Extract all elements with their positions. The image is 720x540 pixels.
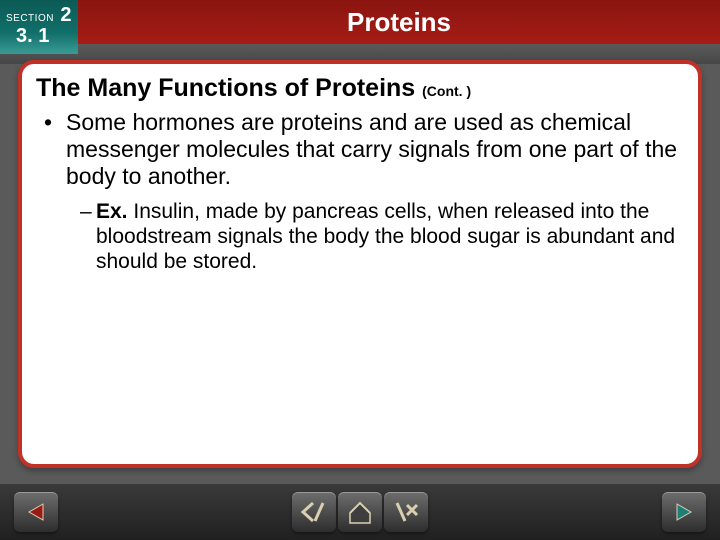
example-text: Insulin, made by pancreas cells, when re… — [96, 200, 675, 273]
prev-button[interactable] — [14, 492, 58, 532]
sub-bullet-marker: – — [80, 200, 96, 274]
arrow-right-icon — [671, 500, 697, 524]
slide-header: SECTION 2 3. 1 Proteins — [0, 0, 720, 54]
content-card: The Many Functions of Proteins (Cont. ) … — [18, 60, 702, 468]
close-button[interactable] — [384, 492, 428, 532]
section-tab: SECTION 2 3. 1 — [0, 0, 78, 54]
content-heading: The Many Functions of Proteins (Cont. ) — [32, 74, 688, 103]
home-button[interactable] — [338, 492, 382, 532]
example-label: Ex. — [96, 200, 128, 223]
bullet-marker: • — [44, 109, 66, 190]
home-icon — [346, 499, 374, 525]
title-bar: Proteins — [78, 0, 720, 44]
close-slash-icon — [391, 499, 421, 525]
nav-footer — [0, 484, 720, 540]
center-nav — [292, 492, 428, 532]
bullet-item: • Some hormones are proteins and are use… — [32, 109, 688, 190]
section-subnumber: 3. 1 — [6, 25, 72, 48]
heading-text: The Many Functions of Proteins — [36, 74, 415, 102]
sub-bullet-text: Ex. Insulin, made by pancreas cells, whe… — [96, 200, 688, 274]
back-button[interactable] — [292, 492, 336, 532]
bullet-text: Some hormones are proteins and are used … — [66, 109, 688, 190]
arrow-left-icon — [23, 500, 49, 524]
section-label: SECTION — [6, 13, 54, 24]
heading-cont: (Cont. ) — [422, 83, 471, 99]
sub-bullet-item: – Ex. Insulin, made by pancreas cells, w… — [32, 200, 688, 274]
next-button[interactable] — [662, 492, 706, 532]
section-number: 2 — [60, 4, 71, 26]
slide-title: Proteins — [347, 7, 451, 38]
back-slash-icon — [299, 499, 329, 525]
content-area: The Many Functions of Proteins (Cont. ) … — [0, 60, 720, 468]
